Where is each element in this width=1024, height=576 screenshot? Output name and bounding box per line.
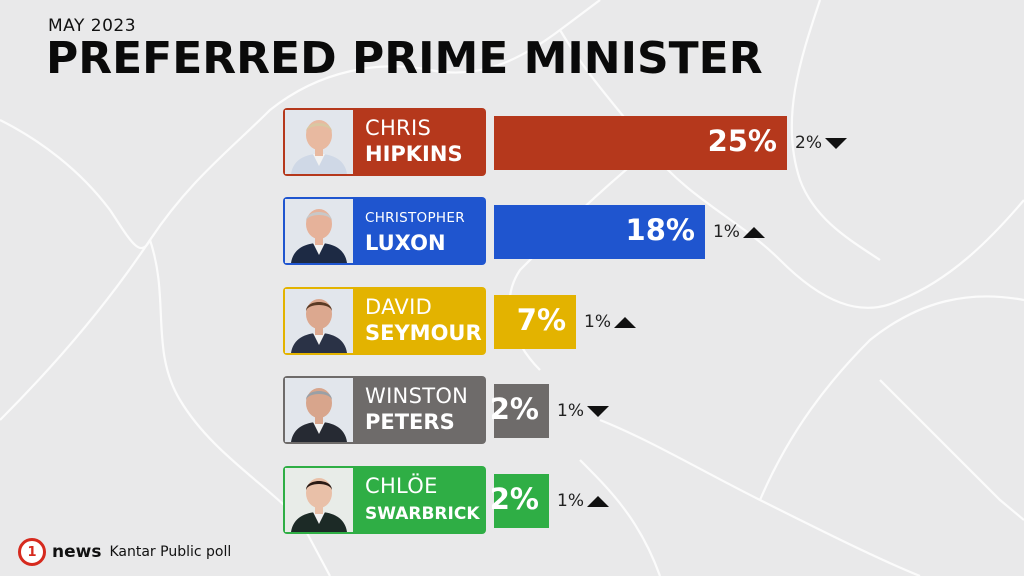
bar-value-label: 25% [707,124,777,158]
change-value: 1% [712,222,740,242]
portrait-image [285,468,353,532]
bar: 7% [494,295,577,349]
first-name-label: CHLÖE [365,474,438,498]
chart-title: PREFERRED PRIME MINISTER [46,33,763,84]
name-card: CHLÖE SWARBRICK [283,466,486,534]
last-name-label: SEYMOUR [365,321,482,345]
change-indicator: 2% [795,133,847,153]
portrait-image [285,110,353,174]
triangle-down-icon [586,405,609,417]
change-value: 1% [584,312,612,332]
news-logo-icon: 1 [18,538,46,566]
logo-text: news [52,542,102,562]
bar: 2% [490,474,549,528]
triangle-down-icon [824,137,847,149]
change-value: 1% [557,401,584,421]
triangle-up-icon [586,495,609,507]
triangle-up-icon [742,226,765,238]
portrait-image [285,289,353,353]
name-card: DAVID SEYMOUR [283,287,486,355]
last-name-label: HIPKINS [365,142,463,166]
triangle-up-icon [614,316,637,328]
portrait-image [285,378,353,442]
first-name-label: CHRIS [365,116,432,140]
portrait-image [285,199,353,263]
change-value: 1% [557,491,584,511]
change-indicator: 1% [557,491,609,511]
footer-source: 1 news Kantar Public poll [18,538,231,566]
name-card: WINSTON PETERS [283,376,486,444]
bar-value-label: 2% [489,392,539,426]
bar: 2% [490,384,549,438]
bar-value-label: 7% [516,303,567,337]
name-card: CHRISTOPHER LUXON [283,197,486,265]
logo-glyph: 1 [27,544,37,560]
change-indicator: 1% [557,401,609,421]
name-card: CHRIS HIPKINS [283,108,486,176]
chart-subtitle: MAY 2023 [48,16,137,36]
last-name-label: LUXON [365,231,446,255]
change-indicator: 1% [584,312,637,332]
bar-value-label: 2% [489,482,539,516]
bar: 25% [494,116,787,170]
last-name-label: PETERS [365,410,455,434]
bar-value-label: 18% [625,213,695,247]
first-name-label: WINSTON [365,384,469,408]
bar: 18% [494,205,705,259]
source-text: Kantar Public poll [109,544,232,560]
first-name-label: DAVID [365,295,433,319]
change-indicator: 1% [713,222,765,242]
first-name-label: CHRISTOPHER [365,210,465,226]
change-value: 2% [795,133,822,153]
last-name-label: SWARBRICK [365,504,480,524]
